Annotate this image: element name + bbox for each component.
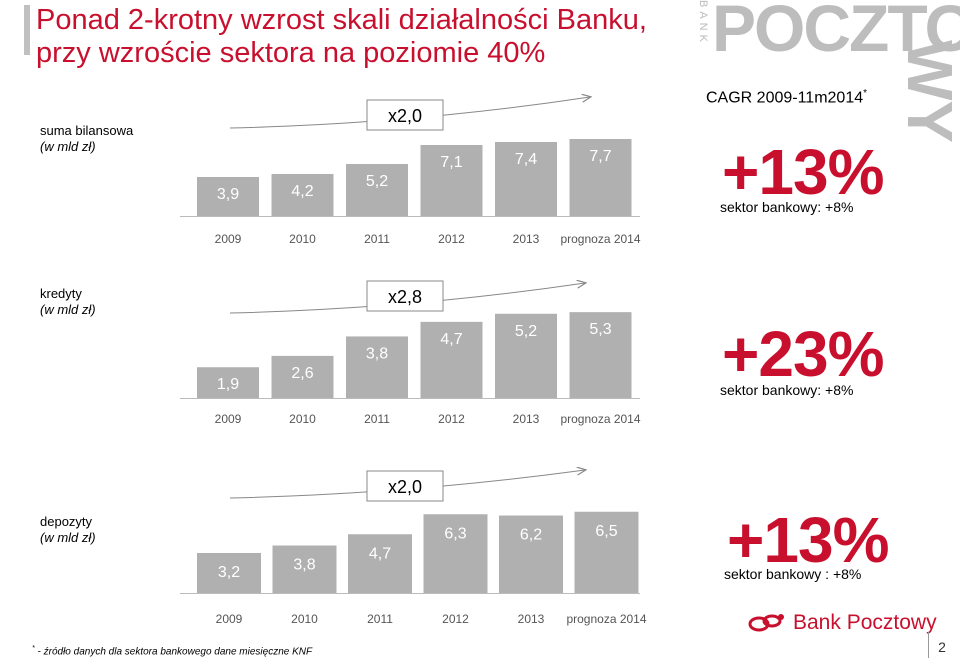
growth-label-box — [366, 280, 444, 312]
category-label: prognoza 2014 — [560, 232, 640, 246]
bar — [569, 139, 632, 216]
bar-value-label: 5,3 — [589, 321, 611, 338]
category-label: 2011 — [364, 232, 390, 246]
growth-label: x2,8 — [388, 287, 422, 307]
bar-value-label: 5,2 — [366, 173, 388, 190]
cagr-value-balance: +13% — [722, 136, 884, 208]
growth-label-box — [366, 470, 444, 502]
bar — [495, 142, 557, 216]
bar-value-label: 1,9 — [217, 376, 239, 393]
section-label-deposits: depozyty (w mld zł) — [40, 514, 96, 546]
bank-logo-icon — [748, 614, 784, 632]
brand-watermark-vertical: WY — [894, 40, 960, 144]
bar-value-label: 5,2 — [515, 323, 537, 340]
bar-value-label: 4,7 — [369, 545, 391, 562]
bar-value-label: 7,7 — [589, 148, 611, 165]
footnote-text: - źródło danych dla sektora bankowego da… — [34, 646, 313, 658]
bar-value-label: 3,8 — [293, 557, 315, 574]
title-accent-bar — [24, 5, 30, 55]
bar — [346, 164, 408, 216]
footnote: * - źródło danych dla sektora bankowego … — [32, 645, 312, 657]
bar-value-label: 3,9 — [217, 186, 239, 203]
category-label: 2013 — [518, 612, 545, 626]
bar-value-label: 4,2 — [291, 183, 313, 200]
sector-growth-deposits: sektor bankowy : +8% — [724, 566, 862, 582]
bar — [272, 545, 337, 593]
category-label: 2009 — [216, 612, 243, 626]
title-line-2: przy wzroście sektora na poziomie 40% — [36, 37, 546, 69]
footnote-mark: * — [32, 645, 35, 652]
cagr-header-text: CAGR 2009-11m2014 — [706, 89, 864, 107]
category-label: 2010 — [289, 232, 316, 246]
section-label-loans: kredyty (w mld zł) — [40, 286, 96, 318]
category-label: 2012 — [438, 232, 465, 246]
category-label: 2011 — [367, 612, 393, 626]
bar — [197, 177, 259, 216]
category-label: 2010 — [289, 412, 316, 426]
category-label: 2012 — [438, 412, 465, 426]
brand-watermark-word: POCZTO — [712, 0, 960, 65]
category-label: 2012 — [442, 612, 469, 626]
section-label-unit: (w mld zł) — [40, 139, 96, 154]
bar-value-label: 7,1 — [440, 154, 462, 171]
bar-value-label: 7,4 — [515, 151, 537, 168]
cagr-header-mark: * — [863, 88, 868, 99]
section-label-text: kredyty — [40, 286, 82, 301]
bar-value-label: 2,6 — [291, 365, 313, 382]
page-title: Ponad 2-krotny wzrost skali działalności… — [36, 4, 647, 70]
growth-label: x2,0 — [388, 477, 422, 497]
bar-value-label: 6,3 — [444, 525, 466, 542]
cagr-value-loans: +23% — [722, 318, 884, 390]
title-line-1: Ponad 2-krotny wzrost skali działalności… — [36, 4, 647, 36]
cagr-header: CAGR 2009-11m2014* — [706, 88, 867, 107]
bar-value-label: 3,8 — [366, 345, 388, 362]
bar — [574, 511, 639, 593]
bar-value-label: 3,2 — [218, 564, 240, 581]
bar — [271, 355, 334, 398]
bar — [499, 515, 563, 593]
growth-label: x2,0 — [388, 106, 422, 126]
bar — [495, 313, 557, 398]
growth-label-box — [366, 99, 444, 131]
category-label: 2011 — [364, 412, 390, 426]
bar — [420, 321, 483, 398]
bar — [346, 336, 408, 398]
bar — [348, 534, 412, 593]
section-label-unit: (w mld zł) — [40, 302, 96, 317]
bar — [197, 553, 261, 593]
bar — [420, 145, 483, 216]
bar-value-label: 6,2 — [520, 527, 542, 544]
logo-text: Bank Pocztowy — [793, 611, 937, 634]
bar-value-label: 4,7 — [440, 331, 462, 348]
cagr-value-deposits: +13% — [727, 504, 889, 576]
bar — [423, 514, 488, 593]
bar-value-label: 6,5 — [595, 523, 617, 540]
bar — [197, 367, 259, 398]
section-label-text: depozyty — [40, 514, 93, 529]
bank-logo: Bank Pocztowy — [745, 611, 937, 635]
category-label: prognoza 2014 — [560, 412, 640, 426]
sector-growth-balance: sektor bankowy: +8% — [720, 199, 854, 215]
section-label-text: suma bilansowa — [40, 123, 134, 138]
bar — [569, 312, 632, 398]
category-label: 2010 — [291, 612, 318, 626]
category-label: 2009 — [215, 412, 242, 426]
category-label: 2009 — [215, 232, 242, 246]
section-label-unit: (w mld zł) — [40, 530, 96, 545]
brand-bank-vertical: BANK — [697, 0, 709, 46]
category-label: 2013 — [513, 232, 540, 246]
category-label: prognoza 2014 — [566, 612, 646, 626]
page-number: 2 — [928, 632, 955, 658]
section-label-balance: suma bilansowa (w mld zł) — [40, 123, 133, 155]
category-label: 2013 — [513, 412, 540, 426]
bar — [271, 174, 334, 216]
sector-growth-loans: sektor bankowy: +8% — [720, 382, 854, 398]
